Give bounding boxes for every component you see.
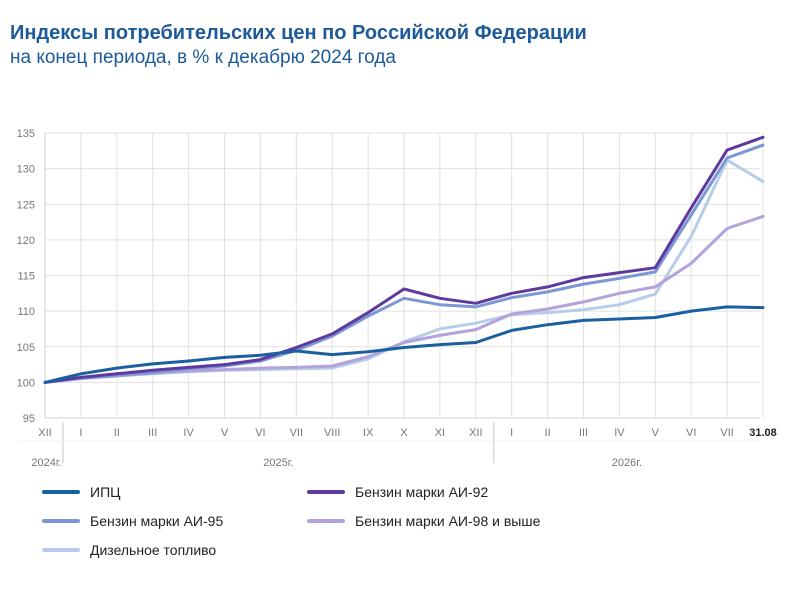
legend-swatch bbox=[307, 490, 345, 494]
y-tick-label: 100 bbox=[17, 377, 35, 389]
x-tick-label: I bbox=[510, 427, 513, 439]
x-tick-label: V bbox=[221, 427, 229, 439]
y-tick-label: 105 bbox=[17, 342, 35, 354]
legend-item: Бензин марки АИ-98 и выше bbox=[307, 513, 540, 529]
legend-label: ИПЦ bbox=[90, 484, 121, 500]
year-label: 2024г. bbox=[31, 457, 61, 469]
y-tick-label: 115 bbox=[17, 271, 35, 283]
y-tick-label: 125 bbox=[17, 199, 35, 211]
x-tick-label: XI bbox=[435, 427, 445, 439]
x-tick-label: 31.08 bbox=[749, 427, 777, 439]
legend-label: Бензин марки АИ-98 и выше bbox=[355, 513, 541, 529]
legend-swatch bbox=[42, 548, 80, 552]
x-tick-label: II bbox=[545, 427, 551, 439]
y-tick-label: 120 bbox=[17, 235, 35, 247]
x-tick-label: XII bbox=[469, 427, 482, 439]
x-tick-label: IV bbox=[614, 427, 625, 439]
series-line bbox=[43, 135, 765, 384]
chart-title: Индексы потребительских цен по Российско… bbox=[10, 22, 587, 44]
x-tick-label: III bbox=[579, 427, 588, 439]
x-tick-label: VII bbox=[720, 427, 733, 439]
x-tick-label: XII bbox=[38, 427, 51, 439]
chart-subtitle: на конец периода, в % к декабрю 2024 год… bbox=[10, 47, 396, 68]
legend-item: Бензин марки АИ-95 bbox=[42, 513, 223, 529]
y-tick-label: 95 bbox=[23, 413, 35, 425]
legend-item: ИПЦ bbox=[42, 484, 120, 500]
legend-item: Бензин марки АИ-92 bbox=[307, 484, 488, 500]
x-tick-label: IX bbox=[363, 427, 374, 439]
legend-label: Бензин марки АИ-95 bbox=[90, 513, 224, 529]
x-tick-label: VIII bbox=[324, 427, 341, 439]
y-tick-label: 135 bbox=[17, 128, 35, 140]
series-line bbox=[43, 143, 765, 384]
x-tick-label: V bbox=[652, 427, 660, 439]
legend-swatch bbox=[42, 490, 80, 494]
legend-swatch bbox=[307, 519, 345, 523]
legend-label: Бензин марки АИ-92 bbox=[355, 484, 489, 500]
legend-swatch bbox=[42, 519, 80, 523]
x-tick-label: II bbox=[114, 427, 120, 439]
legend-item: Дизельное топливо bbox=[42, 542, 216, 558]
x-tick-label: III bbox=[148, 427, 157, 439]
legend-label: Дизельное топливо bbox=[90, 542, 217, 558]
x-tick-label: IV bbox=[183, 427, 194, 439]
x-tick-label: X bbox=[400, 427, 408, 439]
y-tick-label: 130 bbox=[17, 164, 35, 176]
y-tick-label: 110 bbox=[17, 306, 35, 318]
series-line bbox=[43, 305, 765, 384]
year-label: 2026г. bbox=[612, 457, 642, 469]
year-label: 2025г. bbox=[263, 457, 293, 469]
x-tick-label: VI bbox=[686, 427, 696, 439]
x-tick-label: VI bbox=[255, 427, 265, 439]
x-tick-label: VII bbox=[290, 427, 303, 439]
x-tick-label: I bbox=[79, 427, 82, 439]
